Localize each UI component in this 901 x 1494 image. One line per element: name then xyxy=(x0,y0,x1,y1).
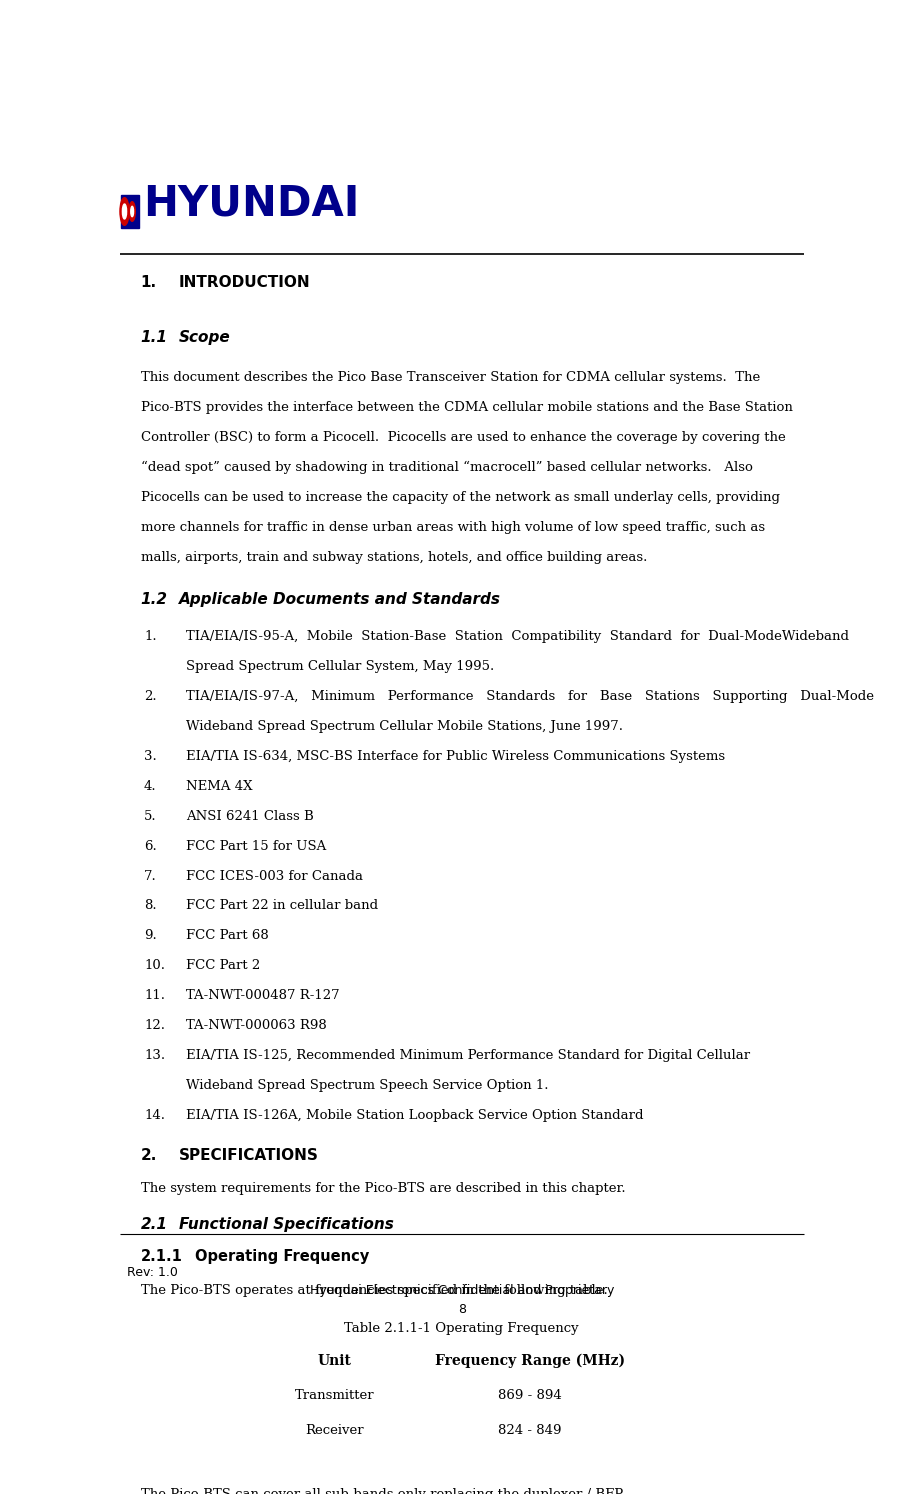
Text: 5.: 5. xyxy=(144,810,157,823)
Text: 7.: 7. xyxy=(144,870,157,883)
Text: 3.: 3. xyxy=(144,750,157,763)
Text: 8.: 8. xyxy=(144,899,157,913)
Text: The Pico-BTS operates at frequencies specified in the following table.: The Pico-BTS operates at frequencies spe… xyxy=(141,1283,607,1297)
Text: 1.: 1. xyxy=(144,630,157,644)
Text: “dead spot” caused by shadowing in traditional “macrocell” based cellular networ: “dead spot” caused by shadowing in tradi… xyxy=(141,462,752,475)
Text: 2.1: 2.1 xyxy=(141,1218,168,1233)
Text: Pico-BTS provides the interface between the CDMA cellular mobile stations and th: Pico-BTS provides the interface between … xyxy=(141,402,793,414)
FancyBboxPatch shape xyxy=(267,1385,658,1419)
Text: FCC Part 2: FCC Part 2 xyxy=(186,959,260,973)
Text: 869 - 894: 869 - 894 xyxy=(498,1389,562,1403)
Text: SPECIFICATIONS: SPECIFICATIONS xyxy=(179,1147,319,1162)
Text: 8: 8 xyxy=(458,1303,466,1316)
Text: NEMA 4X: NEMA 4X xyxy=(186,780,252,793)
Text: FCC ICES-003 for Canada: FCC ICES-003 for Canada xyxy=(186,870,363,883)
Text: 824 - 849: 824 - 849 xyxy=(498,1424,562,1437)
Text: Operating Frequency: Operating Frequency xyxy=(195,1249,369,1264)
Text: Receiver: Receiver xyxy=(305,1424,364,1437)
Text: INTRODUCTION: INTRODUCTION xyxy=(179,275,311,290)
Text: more channels for traffic in dense urban areas with high volume of low speed tra: more channels for traffic in dense urban… xyxy=(141,521,765,533)
Ellipse shape xyxy=(131,206,133,217)
Text: 10.: 10. xyxy=(144,959,165,973)
FancyBboxPatch shape xyxy=(121,196,139,227)
Text: 2.: 2. xyxy=(144,690,157,704)
Text: Spread Spectrum Cellular System, May 1995.: Spread Spectrum Cellular System, May 199… xyxy=(186,660,494,674)
Text: Controller (BSC) to form a Picocell.  Picocells are used to enhance the coverage: Controller (BSC) to form a Picocell. Pic… xyxy=(141,432,786,444)
Text: ANSI 6241 Class B: ANSI 6241 Class B xyxy=(186,810,314,823)
Text: Unit: Unit xyxy=(318,1354,351,1369)
Text: 9.: 9. xyxy=(144,929,157,943)
Text: Table 2.1.1-1 Operating Frequency: Table 2.1.1-1 Operating Frequency xyxy=(344,1322,579,1334)
Text: EIA/TIA IS-634, MSC-BS Interface for Public Wireless Communications Systems: EIA/TIA IS-634, MSC-BS Interface for Pub… xyxy=(186,750,725,763)
Text: 1.1: 1.1 xyxy=(141,330,168,345)
Text: Picocells can be used to increase the capacity of the network as small underlay : Picocells can be used to increase the ca… xyxy=(141,492,779,503)
FancyBboxPatch shape xyxy=(267,1351,658,1385)
Text: Frequency Range (MHz): Frequency Range (MHz) xyxy=(435,1354,625,1369)
Text: EIA/TIA IS-125, Recommended Minimum Performance Standard for Digital Cellular: EIA/TIA IS-125, Recommended Minimum Perf… xyxy=(186,1049,750,1062)
Text: FCC Part 15 for USA: FCC Part 15 for USA xyxy=(186,840,326,853)
Ellipse shape xyxy=(120,197,129,226)
Text: TA-NWT-000063 R98: TA-NWT-000063 R98 xyxy=(186,1019,327,1032)
Text: This document describes the Pico Base Transceiver Station for CDMA cellular syst: This document describes the Pico Base Tr… xyxy=(141,372,760,384)
Text: 1.2: 1.2 xyxy=(141,592,168,607)
Text: TIA/EIA/IS-95-A,  Mobile  Station-Base  Station  Compatibility  Standard  for  D: TIA/EIA/IS-95-A, Mobile Station-Base Sta… xyxy=(186,630,849,644)
Text: 1.: 1. xyxy=(141,275,157,290)
Text: Rev: 1.0: Rev: 1.0 xyxy=(126,1267,177,1279)
Ellipse shape xyxy=(129,202,135,221)
Text: 2.1.1: 2.1.1 xyxy=(141,1249,182,1264)
FancyBboxPatch shape xyxy=(267,1419,658,1454)
Text: TA-NWT-000487 R-127: TA-NWT-000487 R-127 xyxy=(186,989,340,1002)
Text: Wideband Spread Spectrum Cellular Mobile Stations, June 1997.: Wideband Spread Spectrum Cellular Mobile… xyxy=(186,720,623,734)
Text: Applicable Documents and Standards: Applicable Documents and Standards xyxy=(179,592,501,607)
Text: 2.: 2. xyxy=(141,1147,157,1162)
Text: 6.: 6. xyxy=(144,840,157,853)
Text: Hyundai Electronics Confidential and Proprietary: Hyundai Electronics Confidential and Pro… xyxy=(310,1283,614,1297)
Text: FCC Part 22 in cellular band: FCC Part 22 in cellular band xyxy=(186,899,378,913)
Text: HYUNDAI: HYUNDAI xyxy=(142,182,359,224)
Text: The system requirements for the Pico-BTS are described in this chapter.: The system requirements for the Pico-BTS… xyxy=(141,1182,625,1195)
Text: 14.: 14. xyxy=(144,1109,165,1122)
Ellipse shape xyxy=(123,205,126,220)
Text: 12.: 12. xyxy=(144,1019,165,1032)
Text: 4.: 4. xyxy=(144,780,157,793)
Text: TIA/EIA/IS-97-A,   Minimum   Performance   Standards   for   Base   Stations   S: TIA/EIA/IS-97-A, Minimum Performance Sta… xyxy=(186,690,874,704)
Text: FCC Part 68: FCC Part 68 xyxy=(186,929,268,943)
Text: EIA/TIA IS-126A, Mobile Station Loopback Service Option Standard: EIA/TIA IS-126A, Mobile Station Loopback… xyxy=(186,1109,643,1122)
Text: 13.: 13. xyxy=(144,1049,165,1062)
Text: 11.: 11. xyxy=(144,989,165,1002)
Text: The Pico-BTS can cover all sub-bands only replacing the duplexer / BFP.: The Pico-BTS can cover all sub-bands onl… xyxy=(141,1488,624,1494)
Text: Wideband Spread Spectrum Speech Service Option 1.: Wideband Spread Spectrum Speech Service … xyxy=(186,1079,549,1092)
Text: malls, airports, train and subway stations, hotels, and office building areas.: malls, airports, train and subway statio… xyxy=(141,551,647,563)
Text: Functional Specifications: Functional Specifications xyxy=(179,1218,394,1233)
Text: Transmitter: Transmitter xyxy=(295,1389,375,1403)
Text: Scope: Scope xyxy=(179,330,231,345)
